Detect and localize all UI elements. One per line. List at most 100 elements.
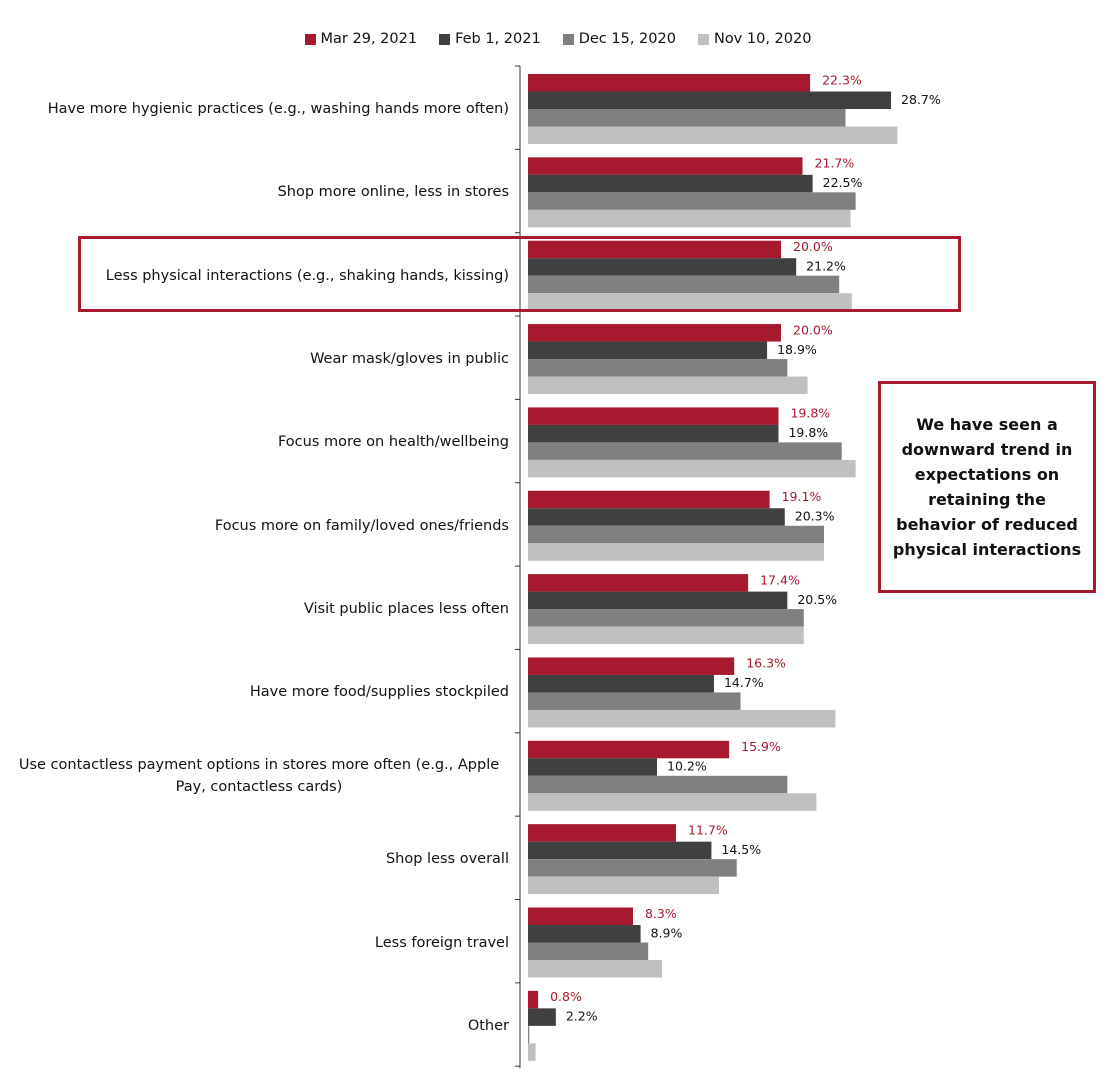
bar (528, 192, 856, 210)
bar (528, 907, 633, 925)
value-label: 15.9% (741, 739, 781, 754)
legend-label: Nov 10, 2020 (713, 31, 812, 47)
bar (528, 407, 779, 425)
bar (528, 258, 797, 276)
bar (528, 359, 788, 377)
value-label: 8.3% (645, 906, 677, 921)
legend-label: Dec 15, 2020 (578, 31, 676, 47)
bar (528, 157, 803, 175)
legend-item: Mar 29, 2021 (304, 31, 418, 47)
value-label: 20.0% (793, 322, 833, 337)
category-label: Wear mask/gloves in public (310, 351, 509, 368)
category-label: Have more food/supplies stockpiled (249, 684, 509, 701)
value-label: 19.8% (790, 406, 830, 421)
value-label: 14.5% (721, 842, 761, 857)
bar (528, 942, 649, 960)
legend: Mar 29, 2021 Feb 1, 2021 Dec 15, 2020 Nov 1… (0, 31, 1116, 47)
bar (528, 960, 663, 978)
bar (528, 990, 539, 1009)
value-label: 21.7% (815, 156, 855, 171)
category-label: Focus more on health/wellbeing (277, 434, 509, 451)
bar (528, 240, 781, 259)
bar (528, 657, 735, 675)
legend-swatch (439, 33, 451, 45)
bar (528, 341, 768, 360)
bar (528, 626, 804, 645)
bar (528, 758, 658, 776)
category-label: Shop less overall (385, 851, 509, 868)
highlight-box (78, 236, 961, 312)
bar (528, 209, 851, 228)
bar (528, 91, 892, 109)
bar (528, 1008, 556, 1026)
legend-item: Dec 15, 2020 (562, 31, 676, 47)
value-label: 19.8% (788, 425, 828, 440)
value-label: 10.2% (667, 759, 707, 774)
category-label: Less foreign travel (374, 934, 509, 951)
bar (528, 740, 730, 759)
value-label: 14.7% (724, 675, 764, 690)
value-label: 2.2% (566, 1009, 598, 1024)
bar (528, 508, 785, 526)
bar (528, 174, 813, 193)
value-label: 28.7% (901, 92, 941, 107)
annotation: We have seen a downward trend in expecta… (878, 381, 1096, 593)
bar (528, 459, 856, 478)
value-label: 20.5% (797, 592, 837, 607)
legend-label: Feb 1, 2021 (455, 31, 541, 47)
value-label: 22.3% (822, 72, 862, 87)
bar (528, 609, 804, 627)
bar (528, 793, 817, 811)
bar (528, 109, 846, 127)
value-label: 8.9% (651, 925, 683, 940)
category-label: Have more hygienic practices (e.g., wash… (47, 101, 509, 117)
bar (528, 74, 811, 92)
bar (528, 674, 714, 693)
bar (528, 525, 825, 544)
value-label: 11.7% (688, 822, 728, 837)
bar (528, 709, 836, 728)
bar (528, 376, 808, 395)
value-label: 16.3% (746, 656, 786, 671)
bar (528, 275, 840, 294)
bar (528, 841, 712, 860)
value-label: 19.1% (782, 489, 822, 504)
bar (528, 859, 737, 877)
bar (528, 293, 852, 311)
value-label: 0.8% (550, 989, 582, 1004)
value-label: 17.4% (760, 572, 800, 587)
bar (528, 126, 898, 144)
category-label: Focus more on family/loved ones/friends (214, 517, 509, 534)
bar (528, 824, 677, 842)
legend-swatch (304, 33, 316, 45)
category-label: Visit public places less often (303, 601, 509, 618)
legend-item: Feb 1, 2021 (439, 31, 541, 47)
bar (528, 591, 788, 610)
legend-swatch (562, 33, 574, 45)
bar (528, 490, 770, 509)
bar (528, 1025, 530, 1044)
legend-item: Nov 10, 2020 (697, 31, 812, 47)
category-label: Other (467, 1017, 509, 1034)
bar (528, 442, 842, 460)
category-label: Use contactless payment options in store… (18, 756, 500, 795)
bar (528, 424, 779, 443)
bar (528, 692, 741, 710)
value-label: 20.0% (793, 239, 833, 254)
bar (528, 324, 781, 342)
legend-label: Mar 29, 2021 (320, 31, 418, 47)
bar (528, 1043, 536, 1061)
value-label: 22.5% (823, 175, 863, 190)
bar (528, 775, 788, 794)
bar (528, 876, 720, 895)
category-label: Shop more online, less in stores (277, 184, 509, 201)
bar (528, 543, 825, 561)
value-label: 18.9% (777, 342, 817, 357)
legend-swatch (697, 33, 709, 45)
category-label: Less physical interactions (e.g., shakin… (105, 267, 509, 284)
bar (528, 574, 749, 592)
bar (528, 925, 641, 943)
value-label: 20.3% (795, 509, 835, 524)
